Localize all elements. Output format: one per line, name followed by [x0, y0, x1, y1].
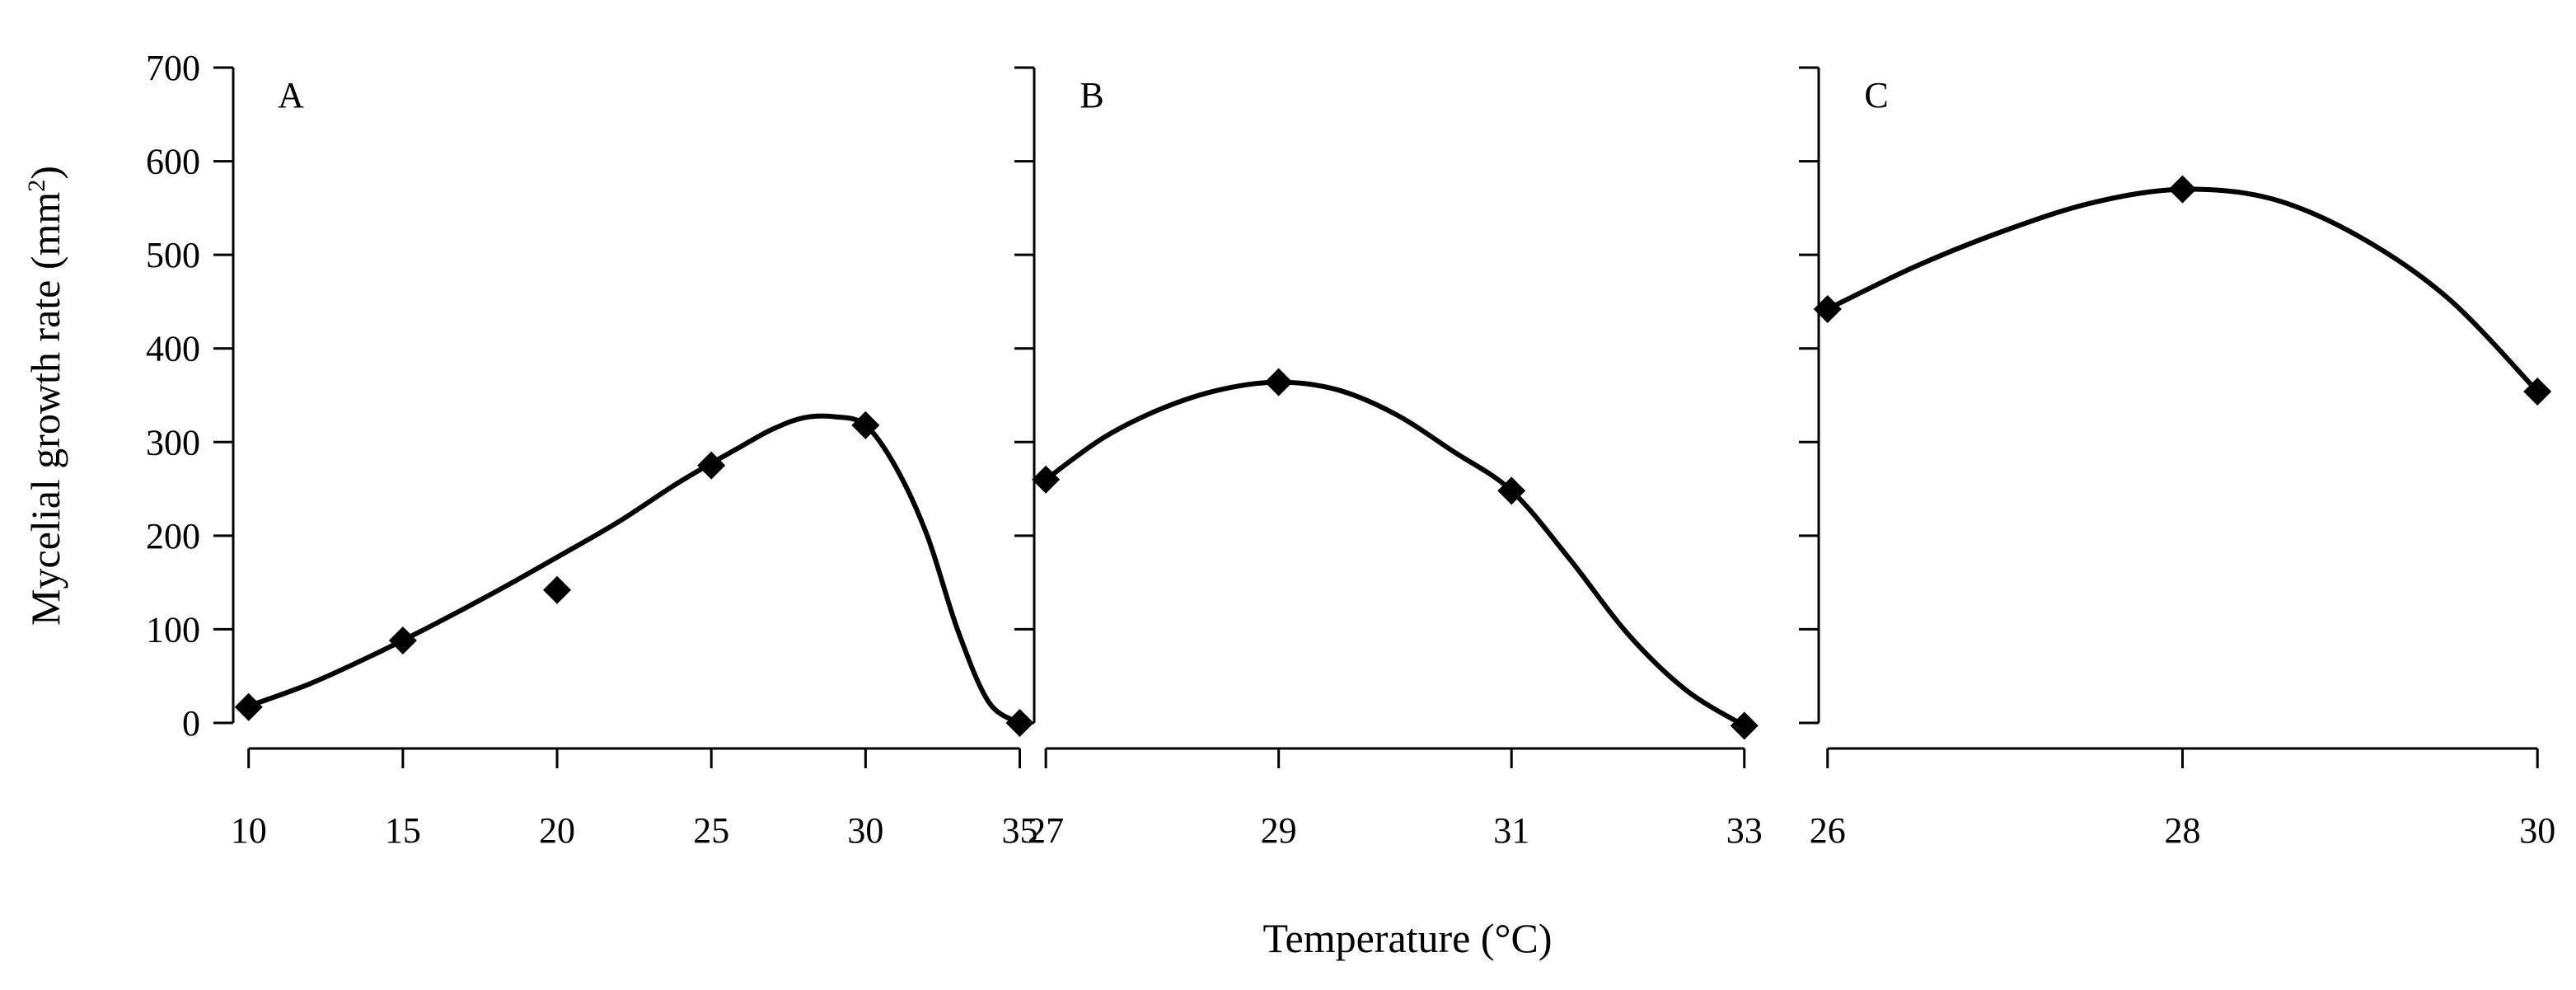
y-tick-label: 400	[146, 329, 200, 369]
data-point-marker	[851, 411, 880, 439]
data-point-marker	[388, 626, 417, 655]
x-tick-label: 20	[539, 810, 575, 851]
data-point-marker	[543, 575, 572, 604]
y-axis-title-close: )	[22, 166, 68, 180]
fit-curve	[1824, 186, 2541, 394]
data-point-marker	[2168, 175, 2197, 204]
x-tick-label: 33	[1726, 810, 1763, 851]
y-tick-label: 500	[146, 235, 200, 275]
y-axis-title: Mycelial growth rate (mm2)	[22, 166, 68, 626]
panel-c: 26 28 30 C	[1799, 66, 2555, 851]
x-tick-label: 30	[2519, 810, 2555, 851]
y-tick-label: 100	[146, 609, 200, 650]
panel-label: C	[1864, 75, 1888, 115]
y-axis-title-group: Mycelial growth rate (mm2)	[22, 166, 68, 626]
x-tick-label: 31	[1493, 810, 1529, 851]
panel-a: 0 100 200 300 400 500 600 700 10 15 20 25 30 35 A	[146, 48, 1038, 851]
x-tick-label: 15	[385, 810, 421, 851]
data-point-marker	[2523, 377, 2552, 406]
x-tick-label: 27	[1028, 810, 1064, 851]
fit-curve	[1043, 379, 1747, 729]
x-axis-title: Temperature (°C)	[1262, 915, 1552, 961]
x-tick-label: 30	[847, 810, 883, 851]
data-point-marker	[1497, 476, 1526, 505]
data-point-marker	[1032, 465, 1061, 494]
panel-b: 27 29 31 33 B	[1014, 66, 1763, 851]
y-axis-title-superscript: 2	[23, 180, 50, 192]
x-tick-label: 26	[1810, 810, 1846, 851]
y-tick-label: 0	[182, 703, 200, 744]
data-point-marker	[1730, 711, 1759, 740]
data-point-marker	[234, 692, 263, 721]
x-tick-label: 29	[1261, 810, 1297, 851]
x-tick-label: 28	[2165, 810, 2201, 851]
fit-curve	[246, 413, 1023, 725]
data-point-marker	[1813, 295, 1842, 324]
data-point-marker	[1264, 368, 1293, 396]
x-tick-label: 35	[1002, 810, 1038, 851]
panel-label: B	[1080, 75, 1103, 115]
y-tick-label: 200	[146, 516, 200, 556]
panel-label: A	[278, 75, 304, 115]
x-tick-label: 25	[693, 810, 729, 851]
y-axis-title-main: Mycelial growth rate (mm	[22, 192, 68, 626]
panels-container: 0 100 200 300 400 500 600 700 10 15 20 25 30 35 A 27 29 3…	[146, 48, 2555, 851]
data-point-marker	[697, 451, 726, 480]
x-tick-label: 10	[231, 810, 267, 851]
y-tick-label: 300	[146, 422, 200, 462]
y-tick-label: 600	[146, 142, 200, 182]
y-tick-label: 700	[146, 48, 200, 88]
